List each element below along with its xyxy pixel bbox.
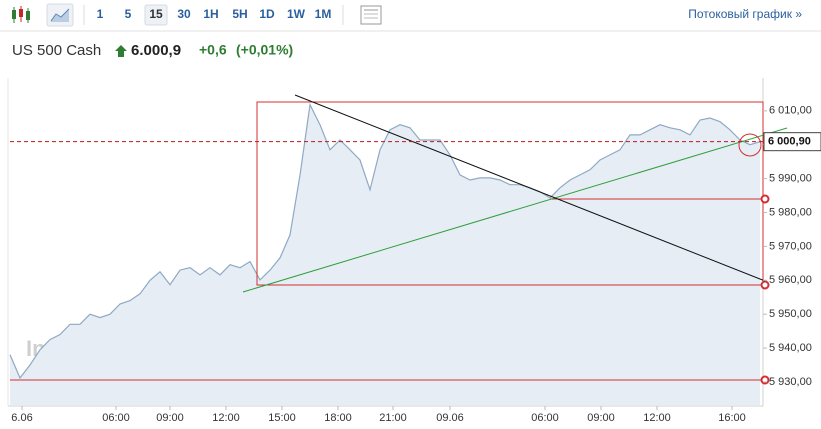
interval-button[interactable]: 1M [315,7,332,21]
y-tick-label: 5 940,00 [769,342,812,354]
interval-button[interactable]: 30 [177,7,191,21]
interval-button[interactable]: 15 [149,7,163,21]
x-tick-label: 21:00 [379,412,407,424]
interval-button[interactable]: 1H [203,7,218,21]
x-tick-label: 12:00 [212,412,240,424]
last-price-box [763,132,821,152]
price: 6.000,9 [131,42,181,59]
x-tick-label: 09:00 [587,412,615,424]
y-tick-label: 5 950,00 [769,308,812,320]
y-tick-label: 5 930,00 [769,376,812,388]
layout-icon[interactable] [360,5,382,25]
area-fill [10,104,760,405]
interval-button[interactable]: 5H [232,7,247,21]
x-tick-label: 09.06 [436,412,464,424]
candle-icon[interactable] [12,6,30,23]
annotations [10,94,788,385]
x-tick-label: 06:00 [102,412,130,424]
x-tick-label: 12:00 [643,412,671,424]
x-tick-label: 15:00 [268,412,296,424]
instrument-name: US 500 Cash [12,42,101,59]
interval-button[interactable]: 5 [125,7,132,21]
x-tick-label: 09:00 [156,412,184,424]
area-icon[interactable] [46,3,74,27]
interval-button[interactable]: 1 [97,7,104,21]
y-tick-label: 5 970,00 [769,240,812,252]
y-tick-label: 6 010,00 [769,105,812,117]
y-tick-label: 5 960,00 [769,274,812,286]
change: +0,6 [199,42,227,58]
last-price-label: 6 000,90 [768,136,811,148]
up-arrow [115,45,127,57]
y-tick-label: 5 980,00 [769,206,812,218]
change-percent: (+0,01%) [236,42,293,58]
x-tick-label: 06:00 [531,412,559,424]
x-tick-label: 16:00 [718,412,746,424]
stream-link[interactable]: Потоковый график » [688,7,802,21]
x-tick-label: 6.06 [11,412,32,424]
price-line [9,102,761,380]
interval-button[interactable]: 1W [287,7,306,21]
active-interval-bg [144,4,168,26]
x-tick-label: 18:00 [324,412,352,424]
y-tick-label: 5 990,00 [769,173,812,185]
interval-button[interactable]: 1D [259,7,275,21]
